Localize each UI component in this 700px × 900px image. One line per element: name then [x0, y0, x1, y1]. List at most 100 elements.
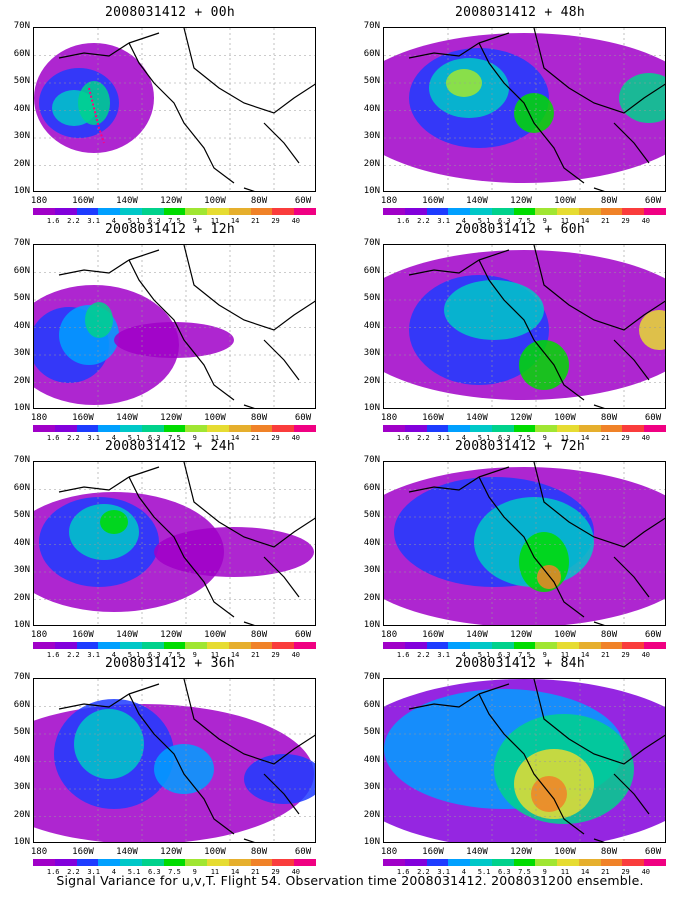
- colorbar-label: 5.1: [477, 651, 491, 659]
- colorbar-label: 1.6: [396, 651, 410, 659]
- colorbar-label: 14: [580, 434, 590, 442]
- colorbar-label: 9: [542, 651, 547, 659]
- colorbar-segment: [207, 425, 229, 432]
- colorbar-segment: [383, 425, 405, 432]
- colorbar-label: 6.3: [147, 434, 161, 442]
- colorbar-label: 2.2: [417, 434, 430, 442]
- colorbar-segment: [448, 859, 471, 866]
- y-tick-label: 40N: [13, 320, 30, 331]
- colorbar-segment: [185, 859, 208, 866]
- colorbar-segment: [448, 425, 471, 432]
- colorbar-segment: [33, 208, 55, 215]
- colorbar-segment: [141, 642, 164, 649]
- x-tick-label: 160W: [422, 196, 444, 206]
- y-tick-label: 70N: [13, 21, 30, 31]
- x-tick-label: 100W: [204, 630, 226, 640]
- colorbar-label: 9: [542, 434, 547, 442]
- y-tick-label: 40N: [363, 754, 380, 765]
- variance-map: [383, 244, 666, 409]
- colorbar-segment: [185, 642, 208, 649]
- colorbar-segment: [120, 208, 142, 215]
- forecast-panel: 2008031412 + 12h 70N 60N 50N 40N 30N 20N 10N 180…: [0, 222, 340, 442]
- x-tick-label: 180: [380, 196, 398, 206]
- y-tick-label: 10N: [13, 186, 30, 196]
- colorbar: [383, 208, 666, 215]
- colorbar-segment: [250, 425, 273, 432]
- colorbar-segment: [272, 642, 295, 649]
- x-tick-label: 120W: [510, 847, 532, 857]
- x-tick-label: 180: [380, 847, 398, 857]
- colorbar-segment: [294, 208, 316, 215]
- x-tick-label: 140W: [116, 196, 138, 206]
- panel-title: 2008031412 + 36h: [104, 656, 236, 671]
- x-tick-label: 160W: [72, 413, 94, 423]
- colorbar-segment: [426, 425, 449, 432]
- x-tick-label: 60W: [644, 630, 662, 640]
- forecast-panel: 2008031412 + 00h 70N 60N 50N 40N 30N 20N 10N 180…: [0, 5, 340, 225]
- colorbar-label: 5.1: [477, 434, 491, 442]
- x-tick-label: 100W: [204, 847, 226, 857]
- colorbar-label: 3.1: [87, 651, 100, 659]
- colorbar-segment: [513, 208, 536, 215]
- y-tick-label: 30N: [13, 131, 30, 141]
- panel-title: 2008031412 + 60h: [454, 222, 586, 237]
- x-tick-label: 100W: [554, 196, 576, 206]
- colorbar-segment: [76, 859, 99, 866]
- colorbar-segment: [98, 208, 121, 215]
- x-tick-label: 120W: [160, 196, 182, 206]
- colorbar-segment: [294, 425, 316, 432]
- colorbar-label: 6.3: [497, 217, 511, 225]
- y-tick-label: 20N: [13, 158, 30, 169]
- x-tick-label: 80W: [600, 196, 618, 206]
- x-tick-label: 100W: [554, 630, 576, 640]
- y-tick-label: 60N: [363, 48, 380, 59]
- colorbar-label: 2.2: [67, 434, 80, 442]
- colorbar-segment: [383, 642, 405, 649]
- colorbar-segment: [644, 859, 666, 866]
- panel-title: 2008031412 + 48h: [454, 5, 586, 20]
- y-tick-label: 50N: [363, 727, 380, 737]
- x-tick-label: 180: [30, 630, 48, 640]
- colorbar-label: 21: [251, 868, 260, 876]
- colorbar-label: 3.1: [87, 217, 100, 225]
- colorbar-segment: [622, 859, 645, 866]
- colorbar-segment: [491, 208, 514, 215]
- colorbar-label: 7.5: [168, 217, 181, 225]
- colorbar-label: 14: [580, 217, 590, 225]
- x-tick-label: 160W: [72, 196, 94, 206]
- colorbar-label: 7.5: [168, 434, 181, 442]
- colorbar-segment: [76, 208, 99, 215]
- colorbar-label: 40: [291, 217, 300, 225]
- colorbar-segment: [470, 642, 492, 649]
- colorbar-label: 11: [210, 217, 220, 225]
- colorbar-segment: [644, 642, 666, 649]
- y-tick-label: 40N: [363, 103, 380, 114]
- colorbar-label: 40: [641, 434, 650, 442]
- colorbar-segment: [578, 208, 601, 215]
- colorbar-label: 7.5: [518, 217, 531, 225]
- colorbar-label: 11: [210, 434, 220, 442]
- colorbar-segment: [294, 642, 316, 649]
- colorbar: [33, 642, 316, 649]
- colorbar-label: 6.3: [147, 651, 161, 659]
- y-tick-label: 60N: [363, 265, 380, 276]
- x-tick-label: 120W: [160, 847, 182, 857]
- y-tick-label: 70N: [363, 21, 380, 31]
- colorbar-label: 7.5: [518, 868, 531, 876]
- colorbar-segment: [622, 425, 645, 432]
- colorbar-label: 5.1: [477, 217, 491, 225]
- colorbar-label: 9: [192, 651, 197, 659]
- x-tick-label: 120W: [160, 630, 182, 640]
- x-tick-label: 80W: [600, 413, 618, 423]
- x-tick-label: 180: [30, 847, 48, 857]
- y-tick-label: 20N: [363, 158, 380, 169]
- x-tick-label: 60W: [294, 847, 312, 857]
- colorbar-label: 4: [111, 651, 116, 659]
- y-tick-label: 50N: [363, 293, 380, 303]
- colorbar: [33, 859, 316, 866]
- colorbar-label: 21: [251, 217, 260, 225]
- colorbar-label: 5.1: [127, 434, 141, 442]
- colorbar-label: 4: [461, 868, 466, 876]
- colorbar-label: 9: [192, 868, 197, 876]
- colorbar-label: 29: [271, 868, 280, 876]
